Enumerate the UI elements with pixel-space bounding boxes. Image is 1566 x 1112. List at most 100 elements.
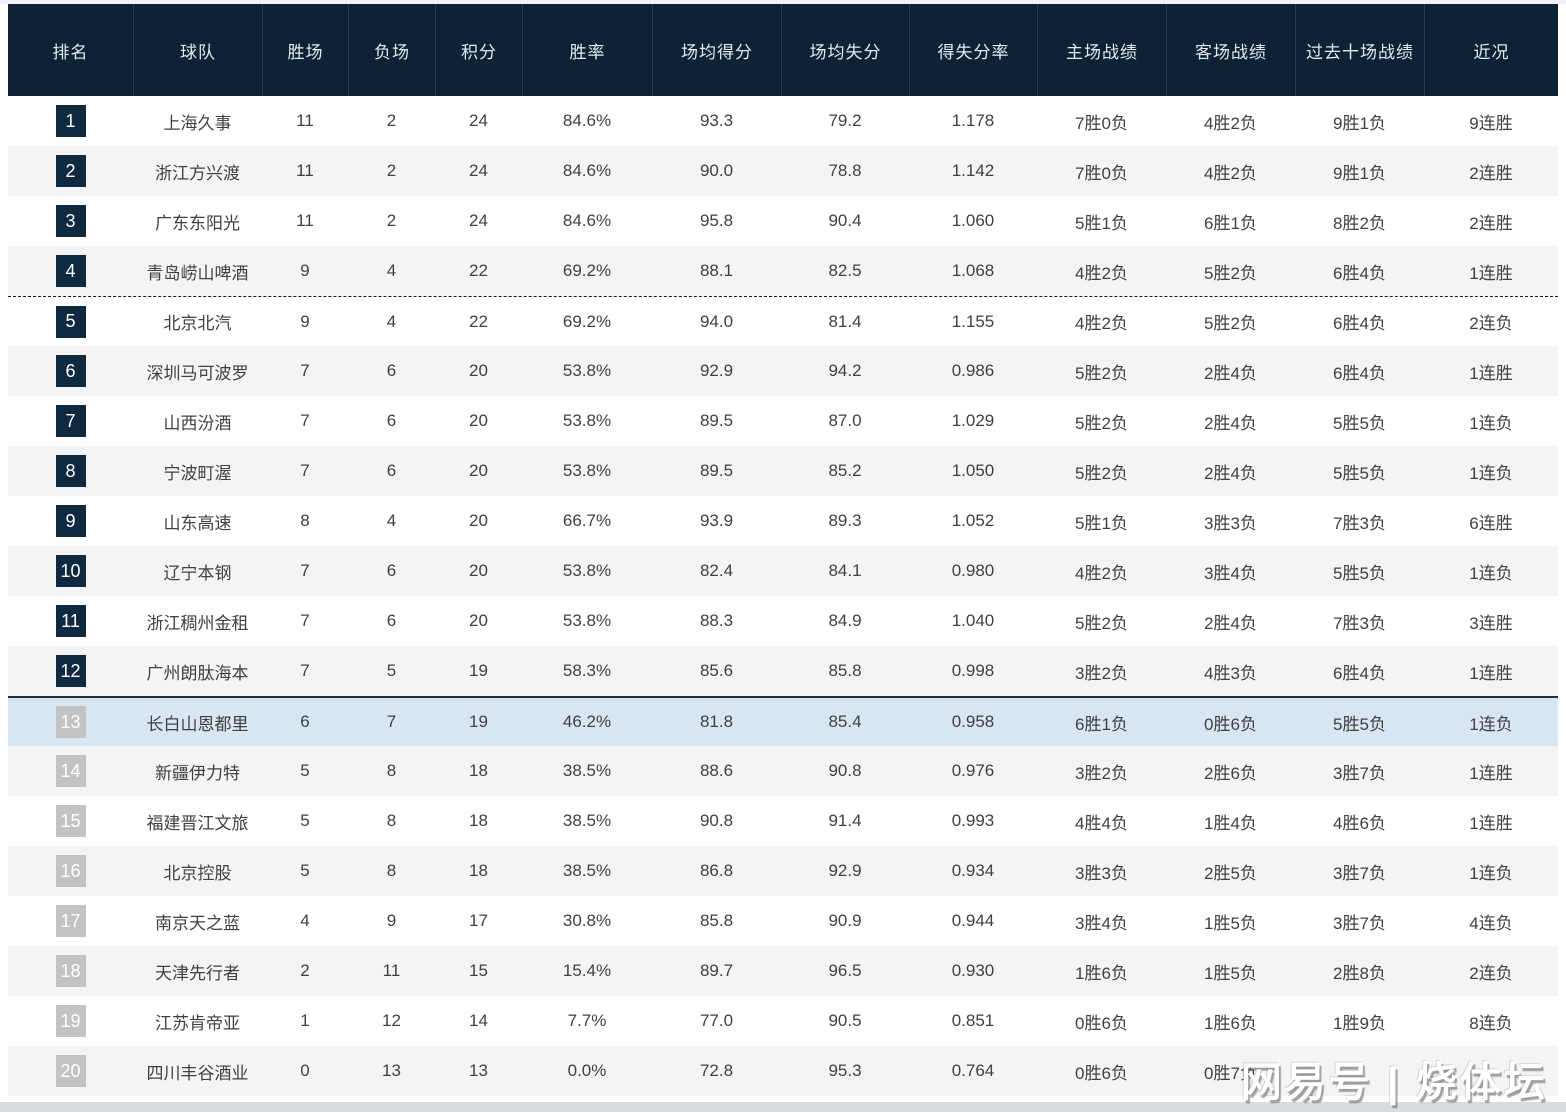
home-record-cell: 1胜6负 — [1075, 963, 1128, 983]
rank-cell: 8 — [8, 446, 133, 496]
ppg-cell: 85.6 — [699, 661, 734, 680]
rank-cell: 3 — [8, 196, 133, 246]
team-name-cell: 深圳马可波罗 — [146, 363, 249, 383]
recent-form-cell: 2连负 — [1469, 963, 1513, 983]
rank-cell: 20 — [8, 1046, 133, 1096]
table-row: 14 新疆伊力特 5 8 18 38.5% 88.6 90.8 0.976 3胜2负 2胜6负 3胜7… — [8, 746, 1558, 796]
rank-badge: 8 — [55, 455, 86, 487]
losses-cell: 6 — [386, 561, 397, 580]
table-row: 3 广东东阳光 11 2 24 84.6% 95.8 90.4 1.060 5胜1负 6胜1负 8胜2… — [8, 196, 1558, 246]
last10-cell: 4胜6负 — [1333, 813, 1386, 833]
recent-form-cell: 1连负 — [1469, 463, 1513, 483]
away-record-cell: 2胜4负 — [1204, 463, 1257, 483]
away-record-cell: 2胜6负 — [1204, 763, 1257, 783]
table-row: 9 山东高速 8 4 20 66.7% 93.9 89.3 1.052 5胜1负 3胜3负 7胜3负 6… — [8, 496, 1558, 546]
opp-ppg-cell: 90.9 — [828, 911, 862, 930]
losses-cell: 2 — [386, 111, 397, 130]
recent-form-cell: 2连负 — [1469, 314, 1513, 333]
home-record-cell: 5胜1负 — [1075, 513, 1128, 533]
rank-cell: 12 — [8, 646, 133, 696]
recent-form-cell: 1连负 — [1469, 714, 1513, 734]
rank-cell: 13 — [8, 698, 133, 746]
home-record-cell: 4胜2负 — [1075, 563, 1128, 583]
losses-cell: 4 — [386, 311, 397, 331]
column-header-losses: 负场 — [348, 4, 435, 96]
home-record-cell: 3胜2负 — [1075, 763, 1128, 783]
team-name-cell: 福建晋江文旅 — [146, 813, 249, 833]
team-name-cell: 北京北汽 — [163, 314, 232, 333]
wins-cell: 9 — [300, 311, 310, 331]
table-row: 5 北京北汽 9 4 22 69.2% 94.0 81.4 1.155 4胜2负 5胜2负 6胜4负 2… — [8, 296, 1558, 346]
away-record-cell: 1胜5负 — [1204, 963, 1257, 983]
opp-ppg-cell: 85.8 — [828, 661, 862, 680]
rank-cell: 6 — [8, 346, 133, 396]
away-record-cell: 2胜4负 — [1204, 363, 1257, 383]
opp-ppg-cell: 91.4 — [828, 811, 862, 830]
home-record-cell: 5胜2负 — [1075, 463, 1128, 483]
home-record-cell: 0胜6负 — [1075, 1013, 1128, 1033]
rank-cell: 16 — [8, 846, 133, 896]
rank-badge: 3 — [55, 205, 86, 237]
ppg-cell: 92.9 — [699, 361, 734, 380]
column-header-home-record: 主场战绩 — [1037, 4, 1166, 96]
away-record-cell: 2胜4负 — [1204, 613, 1257, 633]
column-header-ppg: 场均得分 — [652, 4, 781, 96]
rank-badge: 1 — [55, 105, 86, 137]
points-cell: 15 — [469, 961, 488, 980]
watermark: 网易号 | 烧体坛 — [1240, 1059, 1548, 1105]
away-record-cell: 1胜4负 — [1204, 813, 1257, 833]
column-header-team: 球队 — [133, 4, 262, 96]
last10-cell: 9胜1负 — [1333, 163, 1386, 183]
ppg-cell: 90.0 — [699, 161, 734, 180]
wins-cell: 4 — [300, 911, 310, 930]
last10-cell: 8胜2负 — [1333, 213, 1386, 233]
ppg-cell: 88.3 — [699, 611, 734, 630]
rank-badge: 16 — [55, 855, 86, 887]
win-pct-cell: 66.7% — [562, 511, 612, 530]
away-record-cell: 6胜1负 — [1204, 213, 1257, 233]
team-name-cell: 天津先行者 — [155, 963, 240, 983]
wins-cell: 5 — [300, 861, 310, 880]
ratio-cell: 0.986 — [951, 361, 995, 380]
losses-cell: 8 — [386, 861, 397, 880]
home-record-cell: 3胜4负 — [1075, 913, 1128, 933]
points-cell: 22 — [469, 311, 488, 331]
team-name-cell: 浙江方兴渡 — [155, 163, 240, 183]
away-record-cell: 1胜6负 — [1204, 1013, 1257, 1033]
table-row: 13 长白山恩都里 6 7 19 46.2% 81.8 85.4 0.958 6胜1负 0胜6负 5胜… — [8, 696, 1558, 746]
rank-cell: 5 — [8, 297, 133, 346]
ppg-cell: 85.8 — [699, 911, 734, 930]
rank-badge: 10 — [55, 555, 86, 587]
opp-ppg-cell: 92.9 — [828, 861, 862, 880]
last10-cell: 6胜4负 — [1333, 263, 1386, 283]
away-record-cell: 0胜6负 — [1204, 714, 1257, 734]
column-header-ratio: 得失分率 — [909, 4, 1037, 96]
win-pct-cell: 38.5% — [562, 761, 612, 780]
home-record-cell: 5胜2负 — [1075, 613, 1128, 633]
win-pct-cell: 15.4% — [562, 961, 612, 980]
losses-cell: 2 — [386, 161, 397, 180]
column-header-win-pct: 胜率 — [522, 4, 652, 96]
away-record-cell: 3胜4负 — [1204, 563, 1257, 583]
win-pct-cell: 7.7% — [567, 1011, 607, 1030]
bottom-margin-strip — [0, 1102, 1566, 1112]
recent-form-cell: 2连胜 — [1469, 213, 1513, 233]
opp-ppg-cell: 90.5 — [828, 1011, 862, 1030]
wins-cell: 11 — [296, 111, 314, 130]
ratio-cell: 0.998 — [951, 661, 995, 680]
recent-form-cell: 9连胜 — [1469, 113, 1513, 133]
wins-cell: 7 — [300, 411, 310, 430]
ratio-cell: 1.060 — [951, 211, 995, 230]
recent-form-cell: 3连胜 — [1469, 613, 1513, 633]
wins-cell: 5 — [300, 811, 310, 830]
ratio-cell: 0.930 — [951, 961, 995, 980]
wins-cell: 7 — [300, 661, 310, 680]
ratio-cell: 0.976 — [951, 761, 995, 780]
table-row: 6 深圳马可波罗 7 6 20 53.8% 92.9 94.2 0.986 5胜2负 2胜4负 6胜4… — [8, 346, 1558, 396]
losses-cell: 4 — [386, 261, 397, 280]
recent-form-cell: 6连胜 — [1469, 513, 1513, 533]
team-name-cell: 南京天之蓝 — [155, 913, 240, 933]
losses-cell: 11 — [382, 961, 401, 980]
team-name-cell: 江苏肯帝亚 — [155, 1013, 240, 1033]
